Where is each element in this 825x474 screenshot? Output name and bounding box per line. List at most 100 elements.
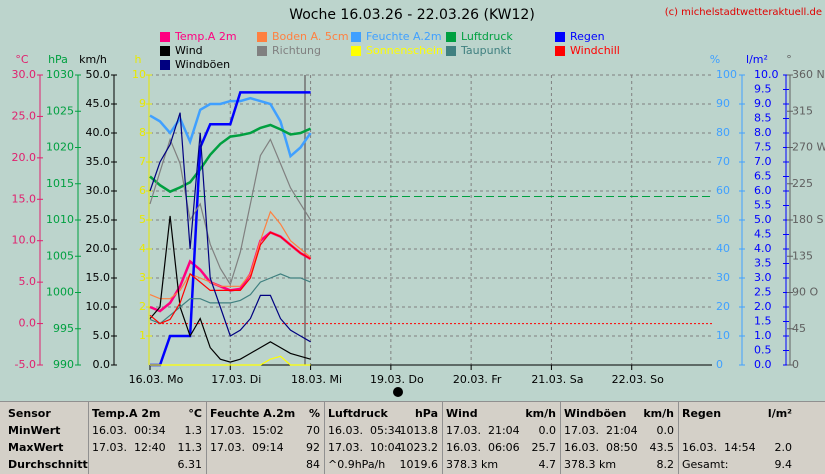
y-tick-label: 10.0 <box>86 300 111 313</box>
y-tick-label: 1025 <box>46 104 74 117</box>
y-tick-label: 2.0 <box>754 300 772 313</box>
table-cell: 4.7 <box>538 458 557 471</box>
y-tick-label: 10 <box>132 68 146 81</box>
table-cell: 17.03. 15:02 <box>210 424 284 437</box>
y-tick-label: 1010 <box>46 213 74 226</box>
table-cell: 2.0 <box>774 441 793 454</box>
table-header: km/h <box>643 407 674 420</box>
table-header: % <box>308 407 320 420</box>
y-tick-label: 30.0 <box>86 184 111 197</box>
axis-unit: h <box>135 53 142 66</box>
table-cell: Gesamt: <box>682 458 729 471</box>
y-tick-label: 3 <box>139 271 146 284</box>
table-cell: 43.5 <box>649 441 675 454</box>
legend-swatch <box>555 46 565 56</box>
table-cell: 8.2 <box>656 458 675 471</box>
y-tick-label: 25.0 <box>12 109 37 122</box>
table-cell: 84 <box>306 458 320 471</box>
y-tick-label: 0.0 <box>93 358 111 371</box>
y-tick-label: 45.0 <box>86 97 111 110</box>
y-tick-label: 3.0 <box>754 271 772 284</box>
legend-label: Richtung <box>272 44 321 57</box>
table-cell: 16.03. 08:50 <box>564 441 638 454</box>
y-tick-label: 30.0 <box>12 68 37 81</box>
y-tick-label: 7.0 <box>754 155 772 168</box>
table-header: km/h <box>525 407 556 420</box>
y-tick-label: 3.5 <box>754 257 772 270</box>
legend-swatch <box>446 32 456 42</box>
y-tick-label: 20 <box>716 300 730 313</box>
y-tick-label: 180 S <box>792 213 823 226</box>
y-tick-label: 270 W <box>792 141 825 154</box>
legend-label: Feuchte A.2m <box>366 30 442 43</box>
axis-unit: l/m² <box>746 53 768 66</box>
x-tick-label: 22.03. So <box>612 373 664 386</box>
y-tick-label: 20.0 <box>86 242 111 255</box>
y-tick-label: 0.5 <box>754 344 772 357</box>
legend-swatch <box>555 32 565 42</box>
y-tick-label: 135 <box>792 249 813 262</box>
series-line <box>150 355 311 366</box>
legend-swatch <box>257 32 267 42</box>
table-cell: 16.03. 06:06 <box>446 441 520 454</box>
table-cell: 6.31 <box>177 458 203 471</box>
chart: Woche 16.03.26 - 22.03.26 (KW12) (c) mic… <box>12 7 825 397</box>
x-tick-label: 16.03. Mo <box>129 373 184 386</box>
table-header: °C <box>188 407 202 420</box>
table-cell: 378.3 km <box>564 458 617 471</box>
legend-label: Windböen <box>175 58 230 71</box>
legend-swatch <box>351 32 361 42</box>
table-separator <box>88 402 89 474</box>
table-cell: 378.3 km <box>446 458 499 471</box>
y-tick-label: 4.5 <box>754 228 772 241</box>
table-cell: Durchschnitt <box>8 458 88 471</box>
table-cell: MaxWert <box>8 441 64 454</box>
table-header: Feuchte A.2m <box>210 407 296 420</box>
y-tick-label: 40.0 <box>86 126 111 139</box>
axis-unit: % <box>710 53 720 66</box>
table-cell: 0.0 <box>538 424 557 437</box>
table-cell: 17.03. 09:14 <box>210 441 284 454</box>
axis-unit: hPa <box>48 53 68 66</box>
x-tick-label: 21.03. Sa <box>531 373 583 386</box>
y-tick-label: 45 <box>792 322 806 335</box>
legend-swatch <box>160 46 170 56</box>
y-tick-label: 50.0 <box>86 68 111 81</box>
y-tick-label: 9.5 <box>754 83 772 96</box>
legend-label: Regen <box>570 30 605 43</box>
table-header: Luftdruck <box>328 407 388 420</box>
series-line <box>149 112 311 343</box>
y-tick-label: 1.5 <box>754 315 772 328</box>
table-separator <box>324 402 325 474</box>
table-cell: 1013.8 <box>399 424 439 437</box>
y-tick-label: 6.5 <box>754 170 772 183</box>
x-tick-label: 20.03. Fr <box>453 373 502 386</box>
y-tick-label: 10 <box>716 329 730 342</box>
y-tick-label: 50 <box>716 213 730 226</box>
y-tick-label: 90 <box>716 97 730 110</box>
y-tick-label: 80 <box>716 126 730 139</box>
legend-swatch <box>257 46 267 56</box>
table-cell: 16.03. 14:54 <box>682 441 756 454</box>
y-tick-label: 1030 <box>46 68 74 81</box>
y-tick-label: 5.0 <box>754 213 772 226</box>
table-cell: 92 <box>306 441 320 454</box>
y-tick-label: 10.0 <box>754 68 779 81</box>
table-header: Wind <box>446 407 478 420</box>
axis-unit: km/h <box>79 53 107 66</box>
table-cell: 17.03. 10:04 <box>328 441 402 454</box>
y-tick-label: 5.5 <box>754 199 772 212</box>
series-line <box>149 123 312 194</box>
y-tick-label: 1000 <box>46 286 74 299</box>
table-cell: 1023.2 <box>399 441 439 454</box>
y-tick-label: 0.0 <box>19 317 37 330</box>
y-tick-label: 2.5 <box>754 286 772 299</box>
table-header: l/m² <box>767 407 792 420</box>
table-header: Sensor <box>8 407 51 420</box>
chart-title: Woche 16.03.26 - 22.03.26 (KW12) <box>289 7 535 23</box>
legend-swatch <box>446 46 456 56</box>
x-tick-label: 18.03. Mi <box>291 373 342 386</box>
table-cell: 17.03. 12:40 <box>92 441 166 454</box>
table-cell: 17.03. 21:04 <box>564 424 638 437</box>
